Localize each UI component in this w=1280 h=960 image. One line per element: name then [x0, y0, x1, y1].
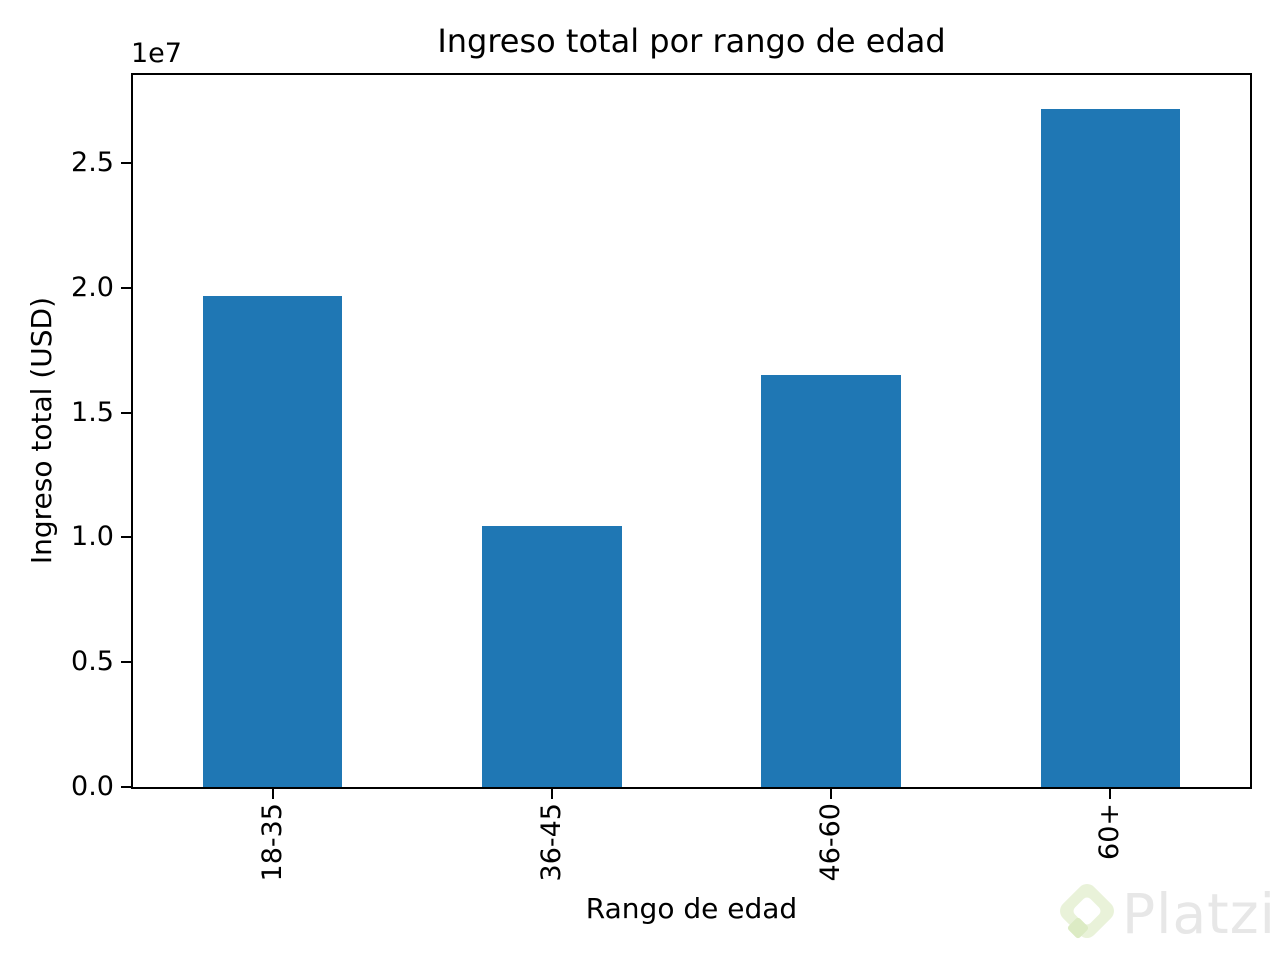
platzi-watermark-text: Platzi [1122, 882, 1276, 946]
x-tick-mark [830, 789, 833, 799]
y-tick-mark [121, 661, 131, 664]
x-tick-label: 18-35 [256, 803, 288, 882]
bar [761, 374, 901, 787]
y-tick-mark [121, 286, 131, 289]
y-tick-label: 2.5 [71, 147, 114, 179]
plot-area [133, 75, 1250, 787]
bar [1040, 108, 1181, 787]
y-tick-label: 1.0 [71, 521, 114, 553]
platzi-diamond-logo-icon [1052, 876, 1120, 944]
y-tick-label: 2.0 [71, 271, 114, 303]
chart-title: Ingreso total por rango de edad [437, 22, 946, 60]
platzi-watermark: Platzi [1048, 868, 1280, 960]
y-tick-label: 1.5 [71, 396, 114, 428]
y-tick-mark [121, 786, 131, 788]
y-tick-label: 0.0 [71, 771, 114, 802]
y-tick-mark [121, 162, 131, 165]
bar [202, 296, 343, 787]
y-tick-label: 0.5 [71, 646, 114, 678]
x-tick-mark [550, 789, 553, 799]
x-tick-mark [1109, 789, 1112, 799]
y-tick-mark [121, 536, 131, 539]
x-tick-label: 46-60 [815, 803, 847, 882]
x-tick-label: 36-45 [535, 803, 567, 882]
bar [482, 525, 622, 787]
x-axis-label: Rango de edad [585, 892, 798, 925]
y-axis-offset-text: 1e7 [131, 38, 182, 69]
y-axis-label-wrap: Ingreso total (USD) [22, 75, 60, 787]
y-tick-mark [121, 411, 131, 414]
x-tick-mark [271, 789, 274, 799]
x-tick-label: 60+ [1094, 803, 1126, 860]
